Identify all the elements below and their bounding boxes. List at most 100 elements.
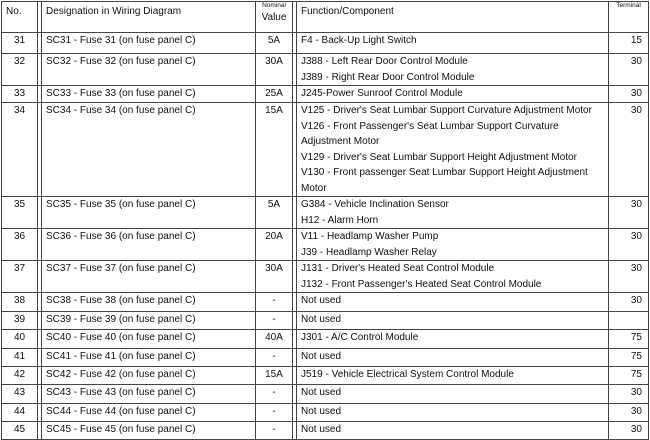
cell-designation: SC39 - Fuse 39 (on fuse panel C): [41, 311, 256, 330]
cell-terminal: 30: [608, 53, 649, 86]
cell-terminal: 30: [608, 421, 649, 440]
function-line: G384 - Vehicle Inclination Sensor: [301, 199, 449, 210]
cell-no: 42: [1, 366, 38, 385]
table-row: 41 SC41 - Fuse 41 (on fuse panel C) - Not u…: [1, 348, 649, 367]
function-line: F4 - Back-Up Light Switch: [301, 35, 417, 46]
table-row: 34 SC34 - Fuse 34 (on fuse panel C) 15A V12…: [1, 102, 649, 197]
table-row: 36 SC36 - Fuse 36 (on fuse panel C) 20A V11…: [1, 228, 649, 261]
header-designation: Designation in Wiring Diagram: [41, 1, 256, 33]
cell-terminal: 30: [608, 228, 649, 261]
function-line: V126 - Front Passenger's Seat Lumbar Sup…: [301, 120, 559, 148]
cell-no: 32: [1, 53, 38, 86]
header-row: No. Designation in Wiring Diagram Nomina…: [1, 1, 649, 33]
table-row: 38 SC38 - Fuse 38 (on fuse panel C) - Not u…: [1, 292, 649, 312]
cell-nominal-value: 15A: [255, 366, 293, 385]
header-nominal-value: Nominal Value: [255, 1, 293, 33]
header-terminal-label: Terminal: [616, 2, 641, 10]
cell-terminal: 30: [608, 292, 649, 312]
cell-no: 38: [1, 292, 38, 312]
cell-function: J131 - Driver's Heated Seat Control Modu…: [296, 260, 609, 293]
cell-designation: SC41 - Fuse 41 (on fuse panel C): [41, 348, 256, 367]
cell-function: V125 - Driver's Seat Lumbar Support Curv…: [296, 102, 609, 197]
cell-nominal-value: 20A: [255, 228, 293, 261]
cell-nominal-value: 25A: [255, 85, 293, 103]
cell-nominal-value: 5A: [255, 196, 293, 229]
function-line: J301 - A/C Control Module: [301, 332, 419, 343]
cell-function: Not used: [296, 348, 609, 367]
function-line: J132 - Front Passenger's Heated Seat Con…: [301, 278, 542, 290]
function-line: J388 - Left Rear Door Control Module: [301, 56, 468, 67]
function-line: Not used: [301, 295, 342, 306]
cell-designation: SC40 - Fuse 40 (on fuse panel C): [41, 329, 256, 349]
cell-no: 43: [1, 384, 38, 404]
cell-nominal-value: -: [255, 348, 293, 367]
cell-designation: SC36 - Fuse 36 (on fuse panel C): [41, 228, 256, 261]
function-line: J131 - Driver's Heated Seat Control Modu…: [301, 263, 495, 274]
table-row: 39 SC39 - Fuse 39 (on fuse panel C) - Not u…: [1, 311, 649, 330]
cell-no: 36: [1, 228, 38, 261]
header-function: Function/Component: [296, 1, 609, 33]
cell-terminal: 30: [608, 403, 649, 422]
header-nominal-small: Nominal: [262, 2, 286, 10]
table-row: 31 SC31 - Fuse 31 (on fuse panel C) 5A F4 -…: [1, 32, 649, 54]
cell-terminal: 30: [608, 85, 649, 103]
function-line: V125 - Driver's Seat Lumbar Support Curv…: [301, 105, 592, 116]
cell-terminal: 75: [608, 366, 649, 385]
cell-no: 33: [1, 85, 38, 103]
cell-no: 44: [1, 403, 38, 422]
cell-nominal-value: -: [255, 311, 293, 330]
cell-terminal: 15: [608, 32, 649, 54]
cell-function: J519 - Vehicle Electrical System Control…: [296, 366, 609, 385]
header-no: No.: [1, 1, 38, 33]
cell-nominal-value: -: [255, 403, 293, 422]
table-row: 32 SC32 - Fuse 32 (on fuse panel C) 30A J38…: [1, 53, 649, 86]
cell-no: 31: [1, 32, 38, 54]
table-row: 35 SC35 - Fuse 35 (on fuse panel C) 5A G384…: [1, 196, 649, 229]
cell-function: J245-Power Sunroof Control Module: [296, 85, 609, 103]
cell-no: 37: [1, 260, 38, 293]
cell-terminal: 30: [608, 196, 649, 229]
cell-function: F4 - Back-Up Light Switch: [296, 32, 609, 54]
function-line: Not used: [301, 351, 342, 362]
function-line: J389 - Right Rear Door Control Module: [301, 71, 475, 83]
cell-nominal-value: 40A: [255, 329, 293, 349]
cell-nominal-value: -: [255, 292, 293, 312]
cell-function: Not used: [296, 421, 609, 440]
cell-designation: SC34 - Fuse 34 (on fuse panel C): [41, 102, 256, 197]
cell-nominal-value: 15A: [255, 102, 293, 197]
function-line: H12 - Alarm Horn: [301, 214, 379, 226]
cell-no: 39: [1, 311, 38, 330]
cell-designation: SC38 - Fuse 38 (on fuse panel C): [41, 292, 256, 312]
cell-no: 41: [1, 348, 38, 367]
cell-nominal-value: -: [255, 421, 293, 440]
cell-nominal-value: 30A: [255, 260, 293, 293]
cell-function: V11 - Headlamp Washer Pump J39 - Headlamp…: [296, 228, 609, 261]
cell-designation: SC42 - Fuse 42 (on fuse panel C): [41, 366, 256, 385]
header-value: Value: [261, 12, 287, 23]
header-terminal: Terminal: [608, 1, 649, 33]
cell-designation: SC33 - Fuse 33 (on fuse panel C): [41, 85, 256, 103]
cell-nominal-value: -: [255, 384, 293, 404]
cell-function: J301 - A/C Control Module: [296, 329, 609, 349]
cell-terminal: 30: [608, 260, 649, 293]
function-line: Not used: [301, 406, 342, 417]
function-line: Not used: [301, 424, 342, 435]
function-line: V11 - Headlamp Washer Pump: [301, 231, 439, 242]
cell-designation: SC37 - Fuse 37 (on fuse panel C): [41, 260, 256, 293]
table-row: 42 SC42 - Fuse 42 (on fuse panel C) 15A J51…: [1, 366, 649, 385]
table-row: 37 SC37 - Fuse 37 (on fuse panel C) 30A J13…: [1, 260, 649, 293]
cell-function: Not used: [296, 384, 609, 404]
cell-terminal: [608, 311, 649, 330]
function-line: V130 - Front passenger Seat Lumbar Suppo…: [301, 167, 588, 194]
cell-no: 34: [1, 102, 38, 197]
cell-nominal-value: 5A: [255, 32, 293, 54]
cell-no: 35: [1, 196, 38, 229]
function-line: J519 - Vehicle Electrical System Control…: [301, 369, 514, 380]
cell-designation: SC45 - Fuse 45 (on fuse panel C): [41, 421, 256, 440]
cell-function: Not used: [296, 311, 609, 330]
cell-designation: SC31 - Fuse 31 (on fuse panel C): [41, 32, 256, 54]
cell-no: 45: [1, 421, 38, 440]
table-row: 44 SC44 - Fuse 44 (on fuse panel C) - Not u…: [1, 403, 649, 422]
cell-nominal-value: 30A: [255, 53, 293, 86]
cell-function: J388 - Left Rear Door Control Module J389…: [296, 53, 609, 86]
